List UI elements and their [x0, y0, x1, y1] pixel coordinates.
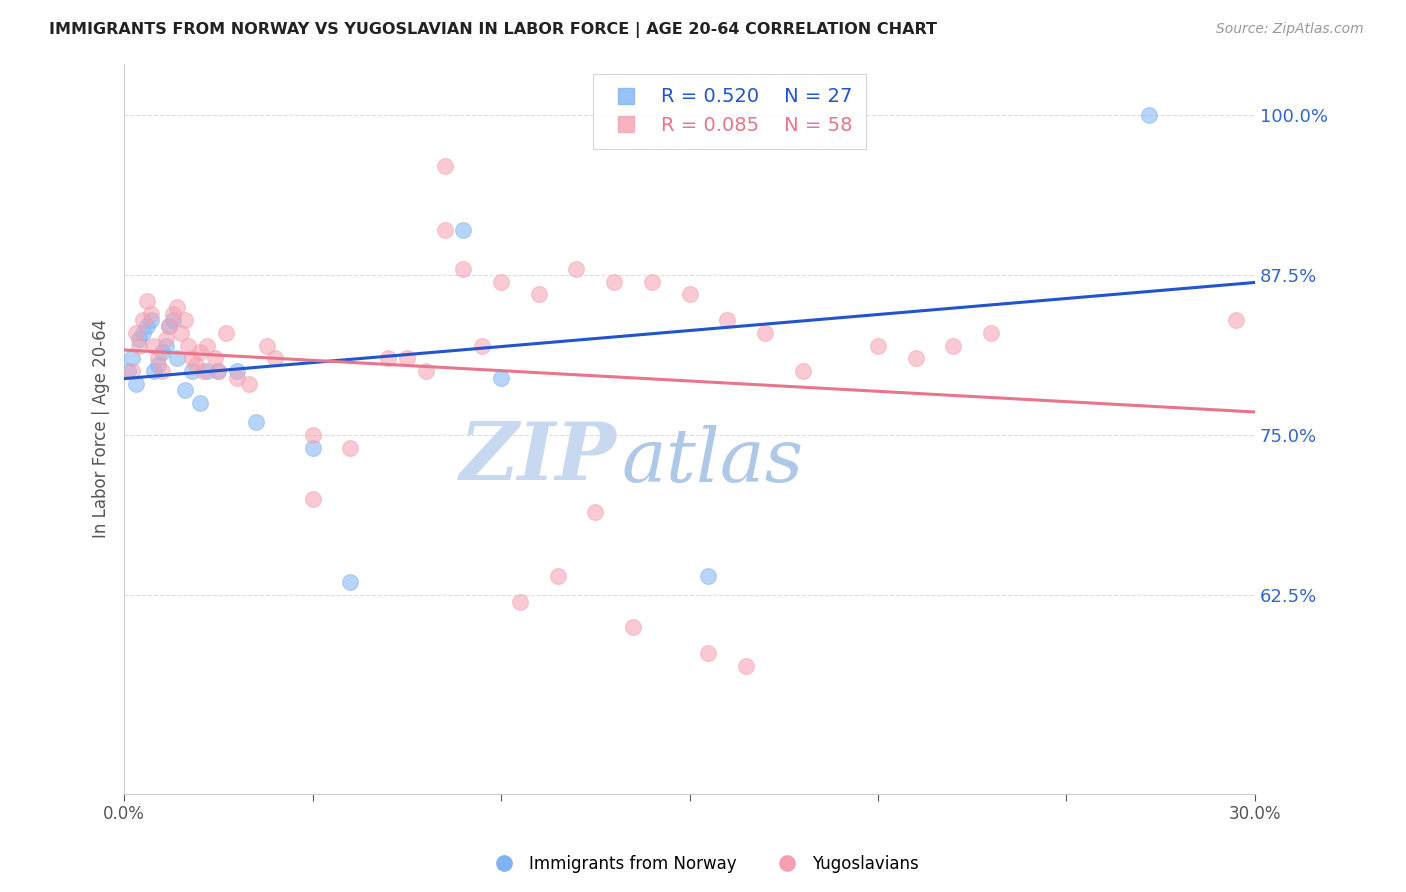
Point — [135, 319, 157, 334]
Point — [121, 351, 143, 366]
Point — [132, 326, 155, 340]
Point — [509, 595, 531, 609]
Point — [124, 377, 146, 392]
Point — [301, 492, 323, 507]
Point — [866, 339, 889, 353]
Point — [697, 569, 720, 583]
Point — [583, 505, 606, 519]
Point — [173, 384, 195, 398]
Point — [132, 313, 155, 327]
Point — [128, 339, 150, 353]
Point — [256, 339, 278, 353]
Point — [124, 326, 146, 340]
Point — [188, 345, 211, 359]
Point — [121, 364, 143, 378]
Point — [339, 575, 361, 590]
Point — [1137, 108, 1160, 122]
Point — [1225, 313, 1247, 327]
Point — [433, 223, 456, 237]
Point — [453, 261, 475, 276]
Point — [301, 428, 323, 442]
Point — [188, 396, 211, 410]
Point — [453, 223, 475, 237]
Point — [226, 364, 249, 378]
Point — [117, 364, 139, 378]
Point — [135, 293, 157, 308]
Point — [904, 351, 927, 366]
Point — [215, 326, 238, 340]
Point — [159, 319, 181, 334]
Text: ZIP: ZIP — [460, 419, 616, 497]
Point — [527, 287, 550, 301]
Point — [195, 364, 218, 378]
Point — [792, 364, 814, 378]
Point — [150, 364, 173, 378]
Point — [245, 416, 267, 430]
Point — [173, 313, 195, 327]
Y-axis label: In Labor Force | Age 20-64: In Labor Force | Age 20-64 — [93, 319, 110, 539]
Point — [603, 275, 626, 289]
Point — [162, 313, 184, 327]
Point — [155, 339, 177, 353]
Point — [942, 339, 965, 353]
Point — [547, 569, 569, 583]
Point — [716, 313, 738, 327]
Text: Source: ZipAtlas.com: Source: ZipAtlas.com — [1216, 22, 1364, 37]
Point — [678, 287, 700, 301]
Point — [150, 345, 173, 359]
Point — [697, 646, 720, 660]
Point — [155, 332, 177, 346]
Point — [754, 326, 776, 340]
Point — [377, 351, 399, 366]
Point — [415, 364, 437, 378]
Point — [339, 441, 361, 455]
Point — [143, 364, 166, 378]
Legend: Immigrants from Norway, Yugoslavians: Immigrants from Norway, Yugoslavians — [481, 848, 925, 880]
Point — [162, 307, 184, 321]
Point — [264, 351, 287, 366]
Text: IMMIGRANTS FROM NORWAY VS YUGOSLAVIAN IN LABOR FORCE | AGE 20-64 CORRELATION CHA: IMMIGRANTS FROM NORWAY VS YUGOSLAVIAN IN… — [49, 22, 938, 38]
Point — [489, 275, 512, 289]
Point — [735, 658, 758, 673]
Point — [184, 358, 207, 372]
Point — [143, 339, 166, 353]
Point — [238, 377, 260, 392]
Text: atlas: atlas — [621, 425, 804, 498]
Point — [433, 160, 456, 174]
Point — [301, 441, 323, 455]
Legend: R = 0.520    N = 27, R = 0.085    N = 58: R = 0.520 N = 27, R = 0.085 N = 58 — [592, 74, 866, 149]
Point — [207, 364, 229, 378]
Point — [471, 339, 494, 353]
Point — [226, 370, 249, 384]
Point — [395, 351, 418, 366]
Point — [170, 326, 193, 340]
Point — [193, 364, 215, 378]
Point — [181, 364, 204, 378]
Point — [128, 332, 150, 346]
Point — [166, 351, 188, 366]
Point — [641, 275, 664, 289]
Point — [565, 261, 588, 276]
Point — [177, 339, 200, 353]
Point — [204, 351, 226, 366]
Point — [139, 313, 162, 327]
Point — [159, 319, 181, 334]
Point — [166, 300, 188, 314]
Point — [207, 364, 229, 378]
Point — [195, 339, 218, 353]
Point — [146, 351, 169, 366]
Point — [489, 370, 512, 384]
Point — [139, 307, 162, 321]
Point — [181, 351, 204, 366]
Point — [621, 620, 644, 634]
Point — [146, 358, 169, 372]
Point — [980, 326, 1002, 340]
